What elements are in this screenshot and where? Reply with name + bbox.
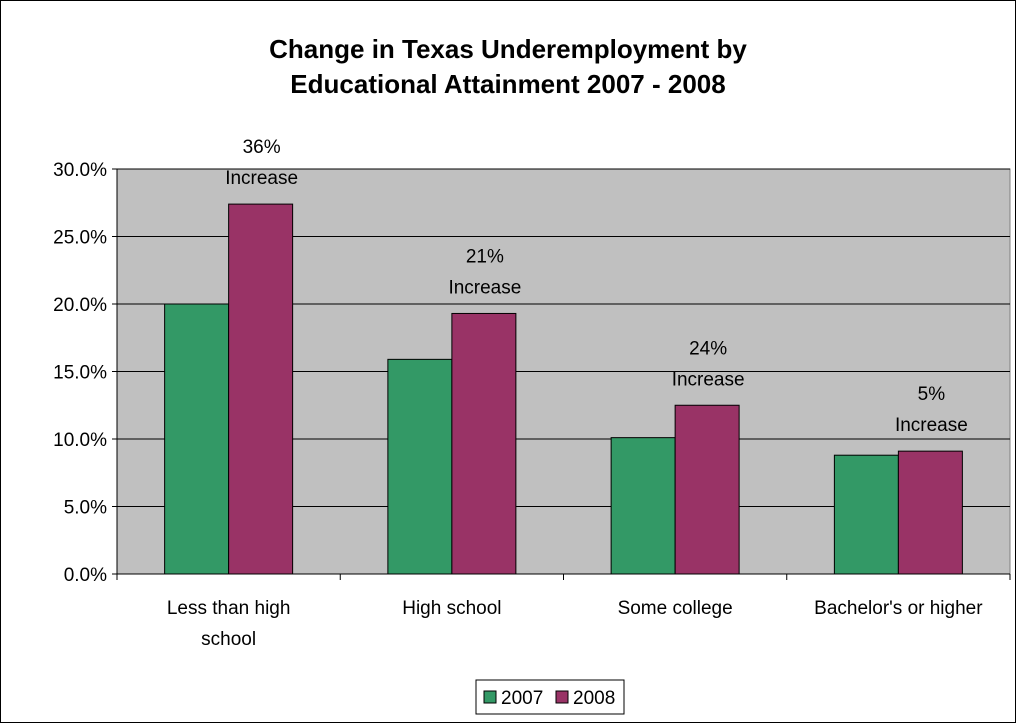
x-category-label: Bachelor's or higher — [814, 598, 983, 619]
y-tick-label: 5.0% — [64, 498, 107, 519]
y-axis: 0.0% 5.0% 10.0% 15.0% 20.0% 25.0% 30.0% — [53, 160, 118, 586]
increase-annotation: Increase — [225, 168, 298, 189]
bar-2008 — [897, 450, 963, 575]
bar-2008 — [228, 203, 294, 575]
legend-box — [475, 679, 625, 715]
legend-label-2007: 2007 — [501, 688, 543, 709]
y-tick-label: 20.0% — [53, 295, 107, 316]
chart-title-line: Educational Attainment 2007 - 2008 — [290, 69, 725, 99]
bar-2007 — [387, 358, 453, 575]
legend-swatch-2007 — [483, 690, 497, 704]
chart-title: Change in Texas Underemployment by Educat… — [269, 34, 747, 99]
legend-label-2008: 2008 — [573, 688, 615, 709]
y-tick-label: 25.0% — [53, 228, 107, 249]
y-tick-label: 30.0% — [53, 160, 107, 181]
increase-annotation: Increase — [448, 277, 521, 298]
increase-annotation: 5% — [918, 384, 946, 405]
increase-annotation: Increase — [672, 369, 745, 390]
y-tick-label: 0.0% — [64, 565, 107, 586]
increase-annotation: 36% — [243, 137, 281, 158]
y-tick-label: 15.0% — [53, 363, 107, 384]
x-axis: Less than high school High school Some coll… — [116, 573, 1011, 650]
x-category-label: High school — [402, 598, 501, 619]
y-tick-label: 10.0% — [53, 430, 107, 451]
x-category-label: Some college — [618, 598, 733, 619]
increase-annotation: Increase — [895, 415, 968, 436]
x-category-label: school — [201, 629, 256, 650]
bar-2007 — [164, 303, 230, 575]
chart-title-line: Change in Texas Underemployment by — [269, 34, 747, 64]
bar-2008 — [674, 404, 740, 575]
bar-2007 — [610, 437, 676, 575]
legend-swatch-2008 — [555, 690, 569, 704]
increase-annotation: 21% — [466, 246, 504, 267]
increase-annotation: 24% — [689, 338, 727, 359]
bar-2007 — [833, 454, 899, 575]
legend: 2007 2008 — [475, 679, 625, 715]
annotations: 36% Increase 21% Increase 24% Increase 5% Incre… — [225, 137, 968, 436]
x-category-label: Less than high — [167, 598, 291, 619]
bar-2008 — [451, 312, 517, 575]
bars — [164, 203, 963, 575]
